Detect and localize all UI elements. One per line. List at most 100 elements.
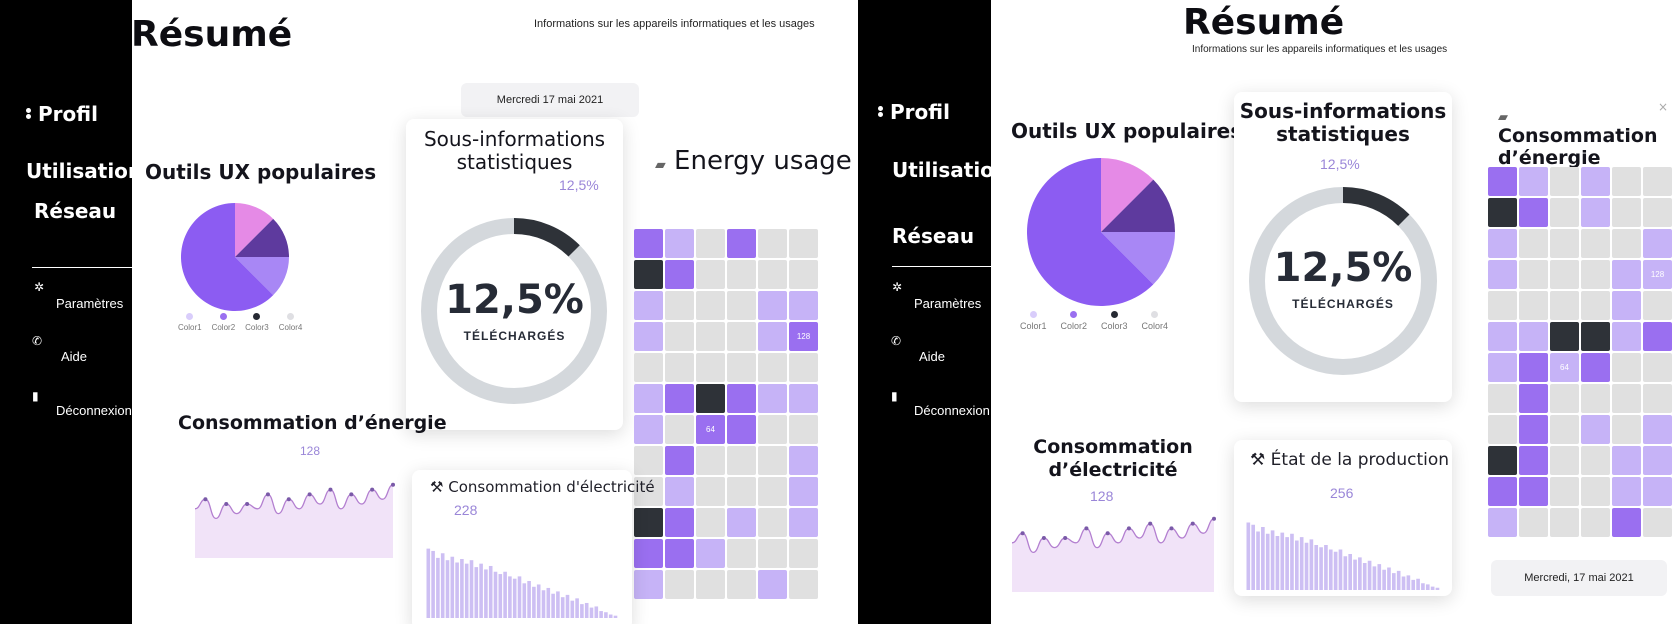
bar xyxy=(493,571,498,618)
heatmap-cell xyxy=(1612,198,1641,227)
folder-icon: ▰ xyxy=(1498,110,1508,125)
heatmap-cell-label: 128 xyxy=(1650,270,1665,279)
heatmap-cell xyxy=(696,229,725,258)
bar xyxy=(440,553,445,618)
heatmap-cell xyxy=(1643,198,1672,227)
heatmap-cell xyxy=(727,446,756,475)
heatmap-cell xyxy=(696,260,725,289)
bar xyxy=(1285,537,1289,590)
heatmap-cell xyxy=(696,384,725,413)
sidebar-item-deconnexion[interactable]: Déconnexion xyxy=(914,403,990,418)
donut-caption: TÉLÉCHARGÉS xyxy=(1292,297,1394,311)
production-title-row: ⚒ État de la production xyxy=(1250,450,1449,470)
page-title: Résumé xyxy=(1183,2,1345,43)
bar xyxy=(1314,545,1319,590)
pie-slice xyxy=(181,203,274,311)
heatmap-cell xyxy=(758,477,787,506)
bar xyxy=(508,576,512,618)
bar xyxy=(464,563,469,618)
heatmap-cell xyxy=(696,539,725,568)
area-fill xyxy=(1012,518,1214,592)
bar xyxy=(460,559,464,618)
date-text: Mercredi 17 mai 2021 xyxy=(496,94,604,106)
heatmap-cell xyxy=(1581,508,1610,537)
pie-slice xyxy=(1101,179,1175,232)
legend-label: Color1 xyxy=(178,323,202,332)
sidebar-item-reseau[interactable]: Réseau xyxy=(34,199,117,223)
heatmap-cell xyxy=(727,415,756,444)
sidebar-item-aide[interactable]: Aide xyxy=(61,349,88,364)
production-title: État de la production xyxy=(1270,450,1450,470)
heatmap-cell xyxy=(1519,353,1548,382)
sidebar-item-profil[interactable]: Profil xyxy=(26,102,98,126)
heatmap-cell xyxy=(634,260,663,289)
donut-value: 12,5% xyxy=(1273,245,1413,291)
sidebar-item-deconnexion[interactable]: Déconnexion xyxy=(56,403,132,418)
legend-item: Color2 xyxy=(1061,311,1087,331)
bar xyxy=(1338,549,1343,590)
heatmap-cell xyxy=(1643,322,1672,351)
heatmap-cell xyxy=(1488,167,1517,196)
legend-item: Color1 xyxy=(178,313,202,332)
legend-label: Color4 xyxy=(1141,321,1169,331)
legend-item: Color4 xyxy=(1141,311,1169,331)
heatmap-cell: 128 xyxy=(789,322,818,351)
page-title: Résumé xyxy=(131,14,293,55)
heatmap-cell xyxy=(1519,415,1548,444)
close-icon[interactable]: × xyxy=(1658,100,1669,114)
sidebar-item-reseau[interactable]: Réseau xyxy=(892,224,975,248)
hammer-pick-icon: ⚒ xyxy=(1250,450,1266,470)
sidebar-item-parametres[interactable]: Paramètres xyxy=(914,296,982,311)
pie-slice xyxy=(235,203,274,257)
stats-title: Sous-informations statistiques xyxy=(1239,99,1447,146)
production-card: ⚒ État de la production 256 xyxy=(1234,440,1452,596)
heatmap-cell xyxy=(1488,353,1517,382)
heatmap-cell xyxy=(1519,198,1548,227)
data-point xyxy=(286,497,291,502)
heatmap-cell xyxy=(1612,353,1641,382)
heatmap-cell xyxy=(789,477,818,506)
energy-usage-title: ▰ Energy usage xyxy=(655,146,852,180)
heatmap-cell xyxy=(1519,446,1548,475)
legend-label: Color3 xyxy=(1101,321,1128,331)
legend-item: Color1 xyxy=(1020,311,1047,331)
legend-dot xyxy=(1070,311,1078,318)
sidebar-item-utilisation[interactable]: Utilisation xyxy=(26,159,143,183)
bar xyxy=(522,583,527,618)
heatmap-cell xyxy=(665,229,694,258)
heatmap-cell xyxy=(696,570,725,599)
heatmap-cell xyxy=(696,446,725,475)
phone-icon: ✆ xyxy=(891,334,902,348)
heatmap-cell xyxy=(634,508,663,537)
sidebar-item-aide[interactable]: Aide xyxy=(919,349,946,364)
heatmap-cell xyxy=(1488,291,1517,320)
legend-dot xyxy=(1151,311,1159,318)
energy-consumption-title: Consommation d’énergie xyxy=(178,412,447,434)
bar xyxy=(608,614,613,618)
sidebar-item-profil[interactable]: Profil xyxy=(878,100,950,124)
bar xyxy=(1309,539,1314,590)
heatmap-cell xyxy=(1488,508,1517,537)
energy-usage-label: Energy usage xyxy=(674,146,852,176)
heatmap-cell xyxy=(1488,260,1517,289)
data-point xyxy=(265,492,270,497)
sidebar-item-utilisation[interactable]: Utilisation xyxy=(892,158,1009,182)
heatmap-cell xyxy=(789,260,818,289)
sidebar: Profil Utilisation Réseau ✲ Paramètres ✆… xyxy=(858,0,1008,624)
bar xyxy=(1372,566,1377,590)
bar xyxy=(604,612,608,618)
sidebar-item-label: Profil xyxy=(890,100,950,124)
bar xyxy=(479,563,483,618)
heatmap-cell xyxy=(789,291,818,320)
door-exit-icon: ▮ xyxy=(32,389,39,403)
bar xyxy=(589,607,594,618)
electricity-title: Consommation d'électricité xyxy=(448,478,655,496)
heatmap-cell xyxy=(789,229,818,258)
stats-card: Sous-informations statistiques 12,5% 12,… xyxy=(406,119,623,430)
heatmap-cell xyxy=(1581,167,1610,196)
bar xyxy=(1392,573,1396,590)
heatmap-cell xyxy=(727,322,756,351)
heatmap-cell xyxy=(1519,167,1548,196)
sidebar-item-parametres[interactable]: Paramètres xyxy=(56,296,124,311)
bar xyxy=(1435,587,1440,590)
